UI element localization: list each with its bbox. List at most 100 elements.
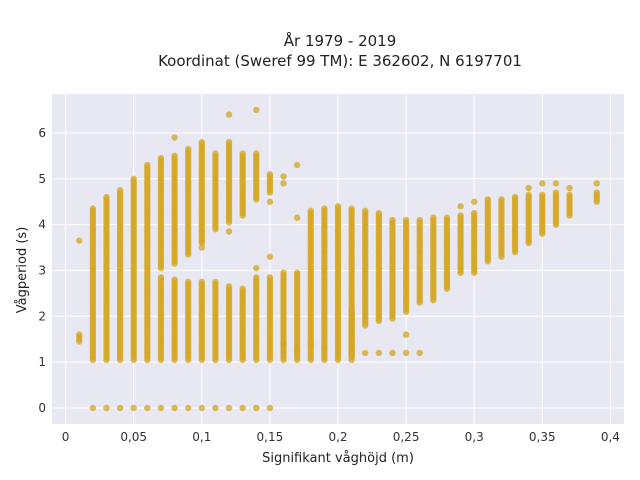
data-point: [184, 278, 192, 286]
data-point: [470, 209, 478, 217]
data-point: [307, 340, 314, 347]
data-point: [225, 404, 233, 412]
data-point: [525, 184, 532, 192]
data-point: [225, 283, 233, 290]
data-point: [525, 191, 532, 199]
x-tick-label: 0,3: [465, 430, 484, 444]
data-point: [253, 274, 260, 281]
y-tick-label: 3: [38, 263, 46, 277]
data-point: [253, 106, 260, 114]
data-point: [76, 331, 83, 338]
data-point: [103, 404, 110, 412]
data-point: [157, 404, 165, 412]
data-point: [212, 404, 219, 412]
data-point: [103, 193, 110, 201]
data-point: [266, 198, 274, 205]
data-point: [266, 404, 274, 412]
data-point: [253, 264, 260, 272]
data-point: [212, 278, 219, 286]
data-point: [443, 214, 451, 221]
x-tick-label: 0,05: [120, 430, 147, 444]
data-point: [253, 150, 260, 157]
data-point: [212, 150, 219, 157]
chart-title-line-1: År 1979 - 2019: [284, 31, 397, 50]
data-points: [76, 106, 600, 412]
data-point: [293, 161, 301, 169]
data-point: [402, 331, 410, 338]
x-tick-label: 0,35: [529, 430, 556, 444]
data-point: [239, 150, 246, 157]
y-tick-label: 6: [38, 126, 46, 140]
data-point: [116, 187, 124, 194]
x-tick-label: 0: [62, 430, 70, 444]
data-point: [362, 349, 369, 357]
data-point: [293, 214, 301, 221]
data-point: [593, 180, 600, 187]
data-point: [484, 196, 492, 203]
data-point: [416, 349, 423, 357]
data-point: [389, 216, 396, 224]
data-point: [375, 209, 383, 217]
data-point: [470, 198, 478, 205]
data-point: [171, 134, 178, 141]
data-point: [144, 161, 151, 169]
y-tick-label: 0: [38, 401, 46, 415]
data-point: [171, 404, 178, 412]
data-point: [171, 276, 178, 283]
data-point: [225, 138, 233, 146]
data-point: [266, 171, 274, 178]
data-point: [539, 191, 546, 199]
data-point: [266, 253, 274, 260]
data-point: [552, 180, 560, 187]
data-point: [198, 244, 206, 251]
data-point: [416, 216, 423, 224]
data-point: [593, 189, 600, 196]
data-point: [239, 285, 246, 292]
data-point: [280, 180, 287, 187]
data-point: [116, 404, 124, 412]
data-point: [362, 207, 369, 215]
data-point: [348, 338, 355, 345]
data-point: [402, 349, 410, 357]
data-point: [348, 205, 355, 212]
data-point: [457, 212, 464, 219]
data-point: [198, 404, 206, 412]
y-tick-label: 4: [38, 218, 46, 232]
data-point: [307, 207, 314, 215]
data-point: [225, 228, 233, 235]
data-point: [389, 349, 396, 357]
data-point: [171, 152, 178, 160]
x-tick-label: 0,2: [328, 430, 347, 444]
data-point: [566, 184, 573, 192]
data-point: [321, 205, 328, 212]
data-point: [402, 216, 410, 224]
data-point: [552, 189, 560, 196]
data-point: [498, 196, 505, 203]
data-point: [157, 274, 165, 281]
data-point: [144, 404, 151, 412]
data-point: [184, 404, 192, 412]
data-point: [566, 191, 573, 199]
data-point: [89, 205, 97, 212]
data-point: [89, 404, 97, 412]
data-point: [76, 237, 83, 244]
data-point: [457, 203, 464, 210]
data-point: [225, 111, 233, 118]
data-point: [334, 203, 342, 210]
data-point: [280, 340, 287, 347]
data-point: [280, 173, 287, 180]
chart-title-line-2: Koordinat (Sweref 99 TM): E 362602, N 61…: [158, 52, 522, 70]
data-point: [293, 269, 301, 276]
data-point: [184, 145, 192, 153]
tick-labels: 0 0,05 0,1 0,15 0,2 0,25 0,3 0,35 0,4 0 1 2 3 4 5 6: [38, 126, 620, 444]
y-tick-label: 5: [38, 172, 46, 186]
x-axis-title: Signifikant våghöjd (m): [262, 451, 414, 466]
data-point: [321, 345, 328, 352]
x-tick-label: 0,4: [601, 430, 620, 444]
data-point: [539, 180, 546, 187]
x-tick-label: 0,25: [393, 430, 420, 444]
y-tick-label: 1: [38, 355, 46, 369]
data-point: [375, 349, 383, 357]
